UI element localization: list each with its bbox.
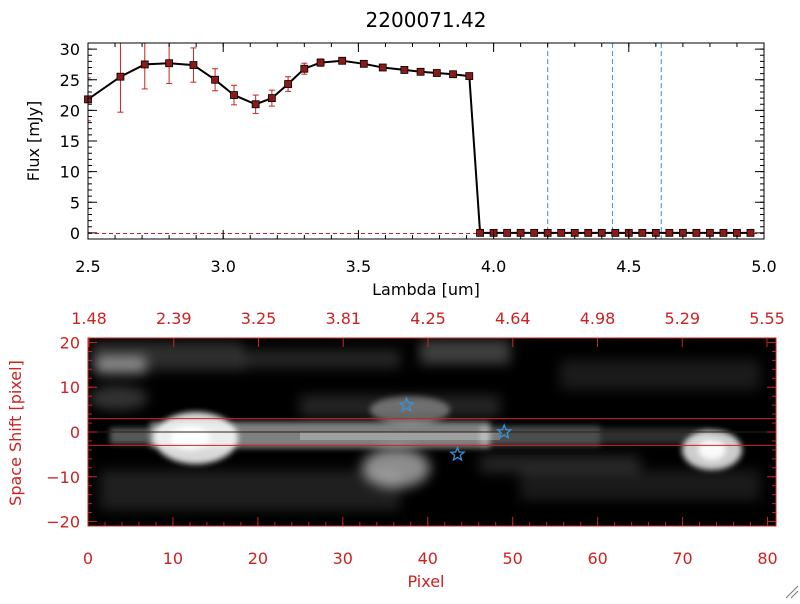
data-point <box>140 60 149 69</box>
line-vlines <box>547 43 662 239</box>
y-tick-label: 0 <box>70 423 80 442</box>
x-tick-label: 4.5 <box>616 257 641 276</box>
data-point <box>503 228 512 237</box>
y-tick-label: 5 <box>70 193 80 212</box>
y-tick-label: −20 <box>46 513 80 532</box>
top-tick-label: 3.25 <box>241 309 277 328</box>
top-tick-label: 1.48 <box>71 309 107 328</box>
image-top-wavelength-ticks: 1.48 2.39 3.25 3.81 4.25 4.64 4.98 5.29 5.55 <box>71 309 785 347</box>
data-point <box>416 67 425 76</box>
y-tick-label: 25 <box>60 71 80 90</box>
top-tick-label: 3.81 <box>325 309 361 328</box>
y-tick-label: 30 <box>60 40 80 59</box>
x-tick-label: 60 <box>587 549 607 568</box>
image-x-label: Pixel <box>407 572 444 591</box>
data-point <box>316 58 325 67</box>
data-point <box>692 228 701 237</box>
data-point <box>211 75 219 84</box>
data-point <box>359 59 368 68</box>
top-tick-label: 4.64 <box>495 309 531 328</box>
image-y-ticks: −20 −10 0 10 20 <box>46 333 776 532</box>
y-tick-label: −10 <box>46 468 80 487</box>
data-point <box>746 228 755 237</box>
y-tick-label: 10 <box>60 163 80 182</box>
y-tick-label: 10 <box>60 378 80 397</box>
top-tick-label: 2.39 <box>156 309 192 328</box>
data-point <box>267 94 276 103</box>
spectrum-y-ticks: 0 5 10 15 20 25 30 <box>60 40 764 243</box>
data-point <box>165 59 174 68</box>
data-point <box>400 66 409 74</box>
feature-stars <box>398 396 513 462</box>
x-tick-label: 5.0 <box>751 257 776 276</box>
data-point <box>432 69 441 77</box>
top-tick-label: 4.98 <box>580 309 616 328</box>
data-point <box>665 228 674 237</box>
data-point <box>584 228 593 237</box>
spectrum-title: 2200071.42 <box>366 8 487 32</box>
data-point <box>638 228 647 237</box>
data-point <box>449 70 457 79</box>
flux-markers <box>84 56 755 237</box>
star-marker <box>449 445 466 462</box>
data-point <box>189 61 198 69</box>
flux-series-line <box>88 59 751 234</box>
data-point <box>300 64 309 73</box>
data-point <box>230 91 238 99</box>
data-point <box>611 228 620 237</box>
x-tick-label: 80 <box>757 549 777 568</box>
y-tick-label: 15 <box>60 132 80 151</box>
x-tick-label: 3.0 <box>210 257 235 276</box>
spectrum-y-label: Flux [mJy] <box>24 101 43 182</box>
x-tick-label: 20 <box>248 549 268 568</box>
data-point <box>284 80 292 88</box>
data-point <box>557 228 566 237</box>
extraction-lines <box>88 418 776 446</box>
resize-grip[interactable] <box>785 585 799 599</box>
x-tick-label: 40 <box>418 549 438 568</box>
image-y-label: Space Shift [pixel] <box>6 360 25 506</box>
data-point <box>530 228 539 237</box>
spectrum-plot: 2200071.42 2.5 3.0 3.5 4.0 4.5 5.0 0 5 10 15 20 25… <box>24 8 777 299</box>
y-tick-label: 20 <box>60 101 80 120</box>
y-tick-label: 0 <box>70 224 80 243</box>
top-tick-label: 5.29 <box>664 309 700 328</box>
x-tick-label: 30 <box>333 549 353 568</box>
data-point <box>465 72 474 80</box>
data-point <box>378 63 387 72</box>
spectral-image-plot: 0 10 20 30 40 50 60 70 80 −20 −10 0 10 20 1.48 2.39 3.… <box>6 309 785 591</box>
top-tick-label: 4.25 <box>410 309 446 328</box>
data-point <box>719 228 728 237</box>
spectrum-x-label: Lambda [um] <box>372 280 480 299</box>
error-bars <box>88 43 473 122</box>
spectrum-x-ticks: 2.5 3.0 3.5 4.0 4.5 5.0 <box>75 43 777 276</box>
data-point <box>116 72 125 81</box>
star-marker <box>495 423 513 440</box>
star-marker <box>398 396 415 413</box>
x-tick-label: 3.5 <box>346 257 371 276</box>
data-point <box>338 56 347 65</box>
x-tick-label: 50 <box>503 549 523 568</box>
x-tick-label: 70 <box>672 549 692 568</box>
y-tick-label: 20 <box>60 333 80 352</box>
error-bar <box>88 77 91 122</box>
data-point <box>476 228 484 237</box>
data-point <box>251 100 260 109</box>
top-tick-label: 5.55 <box>749 309 785 328</box>
x-tick-label: 10 <box>163 549 183 568</box>
x-tick-label: 0 <box>83 549 93 568</box>
x-tick-label: 2.5 <box>75 257 100 276</box>
x-tick-label: 4.0 <box>481 257 506 276</box>
